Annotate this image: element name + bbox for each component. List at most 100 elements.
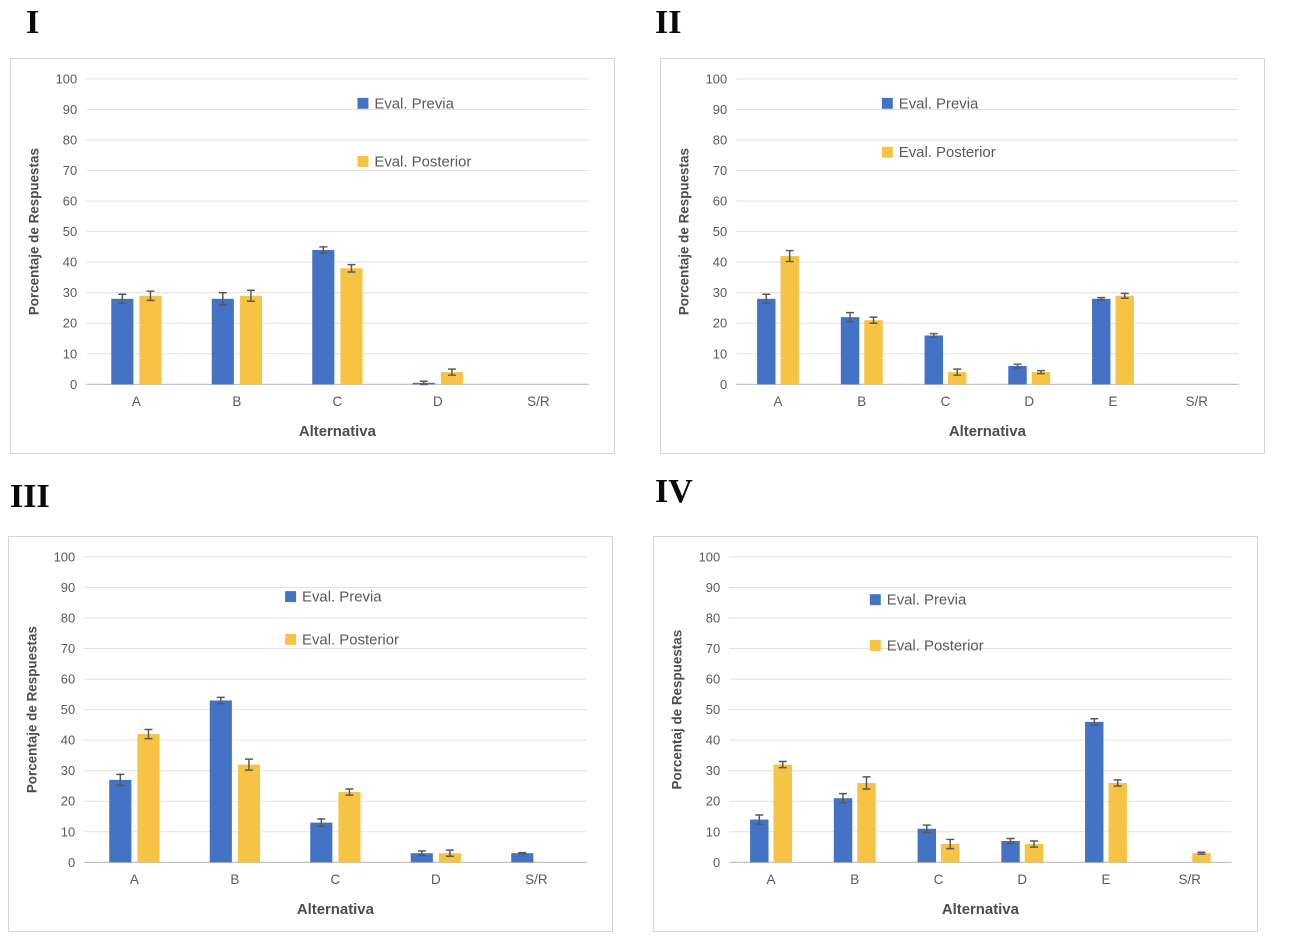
xtick-c: C — [934, 872, 944, 887]
bar-previa-b — [211, 298, 234, 385]
bar-posterior-d — [1031, 372, 1051, 385]
ytick-40: 40 — [706, 733, 720, 748]
ytick-70: 70 — [713, 163, 727, 178]
xtick-a: A — [774, 394, 783, 409]
xtick-s-r: S/R — [525, 872, 548, 887]
ytick-50: 50 — [706, 702, 720, 717]
ytick-20: 20 — [61, 794, 75, 809]
errorbar-posterior-c — [953, 368, 962, 376]
errorbar-posterior-a — [144, 728, 153, 740]
ytick-30: 30 — [706, 763, 720, 778]
ytick-10: 10 — [713, 346, 727, 361]
bar-posterior-c — [340, 268, 363, 385]
errorbar-posterior-a — [785, 249, 794, 263]
y-axis-title: Porcentaj de Respuestas — [669, 630, 684, 790]
bar-posterior-d — [440, 372, 463, 385]
legend-label-posterior: Eval. Posterior — [899, 144, 996, 161]
bar-previa-c — [312, 249, 335, 385]
errorbar-posterior-d — [1036, 369, 1045, 375]
ytick-100: 100 — [54, 549, 76, 564]
ytick-0: 0 — [68, 855, 75, 870]
ytick-90: 90 — [706, 580, 720, 595]
legend-label-posterior: Eval. Posterior — [887, 637, 984, 654]
ytick-60: 60 — [713, 194, 727, 209]
errorbar-posterior-d — [445, 849, 454, 857]
ytick-100: 100 — [699, 549, 721, 564]
legend-swatch-previa — [285, 591, 297, 603]
errorbar-previa-b — [839, 792, 848, 804]
bar-posterior-s-r — [1192, 853, 1211, 863]
errorbar-previa-e — [1090, 718, 1099, 726]
errorbar-posterior-a — [146, 290, 155, 302]
errorbar-previa-a — [755, 814, 764, 825]
panel-label-III: III — [10, 478, 50, 515]
bar-previa-b — [209, 700, 232, 863]
x-axis-title: Alternativa — [949, 423, 1027, 440]
legend-swatch-posterior — [881, 146, 893, 158]
ytick-70: 70 — [61, 641, 75, 656]
errorbar-posterior-b — [246, 289, 255, 303]
errorbar-posterior-e — [1113, 779, 1122, 787]
errorbar-posterior-e — [1120, 292, 1129, 299]
bar-posterior-a — [773, 764, 792, 863]
ytick-40: 40 — [61, 733, 75, 748]
chart-IV-svg: 0 10 20 30 40 50 60 70 80 90 100 A B C D E S/R Alternativ… — [669, 549, 1232, 918]
bar-previa-e — [1092, 298, 1111, 385]
ytick-30: 30 — [61, 763, 75, 778]
ytick-20: 20 — [713, 316, 727, 331]
xtick-c: C — [333, 394, 343, 409]
x-axis-title: Alternativa — [942, 901, 1020, 918]
chart-II: 0 10 20 30 40 50 60 70 80 90 100 A B C D E S/R Alternativ… — [660, 58, 1265, 454]
legend-label-posterior: Eval. Posterior — [302, 631, 399, 648]
bar-posterior-c — [338, 792, 361, 863]
legend-swatch-posterior — [285, 633, 297, 645]
xtick-d: D — [431, 872, 441, 887]
bar-posterior-b — [864, 320, 883, 385]
bar-previa-a — [757, 298, 776, 385]
ytick-50: 50 — [63, 224, 77, 239]
chart-I-svg: 0 10 20 30 40 50 60 70 80 90 100 A B C D S/R Alternativa… — [26, 71, 589, 440]
bar-posterior-d — [438, 853, 461, 863]
errorbar-previa-e — [1097, 296, 1106, 301]
errorbar-posterior-a — [778, 760, 787, 769]
errorbar-previa-c — [922, 824, 931, 834]
xtick-s-r: S/R — [1179, 872, 1202, 887]
bar-posterior-a — [139, 295, 162, 385]
bar-previa-a — [111, 298, 134, 385]
legend-label-previa: Eval. Previa — [887, 592, 967, 609]
errorbar-previa-a — [116, 773, 125, 787]
xtick-b: B — [850, 872, 859, 887]
xtick-d: D — [1017, 872, 1027, 887]
ytick-60: 60 — [61, 672, 75, 687]
x-axis-title: Alternativa — [297, 901, 375, 918]
ytick-80: 80 — [706, 610, 720, 625]
errorbar-posterior-b — [244, 758, 253, 771]
ytick-50: 50 — [713, 224, 727, 239]
chart-I: 0 10 20 30 40 50 60 70 80 90 100 A B C D S/R Alternativa… — [10, 58, 615, 454]
bar-previa-d — [410, 853, 433, 863]
chart-II-svg: 0 10 20 30 40 50 60 70 80 90 100 A B C D E S/R Alternativ… — [676, 71, 1239, 440]
bar-previa-c — [917, 828, 936, 863]
ytick-20: 20 — [706, 794, 720, 809]
errorbar-previa-b — [216, 696, 225, 705]
errorbar-previa-s-r — [518, 851, 527, 855]
legend-label-previa: Eval. Previa — [302, 589, 382, 606]
xtick-b: B — [230, 872, 239, 887]
errorbar-previa-d — [1006, 837, 1015, 845]
panel-label-IV: IV — [655, 473, 693, 510]
xtick-e: E — [1109, 394, 1118, 409]
xtick-b: B — [232, 394, 241, 409]
x-axis-title: Alternativa — [299, 423, 377, 440]
xtick-b: B — [857, 394, 866, 409]
xtick-d: D — [433, 394, 443, 409]
ytick-60: 60 — [63, 194, 77, 209]
ytick-90: 90 — [63, 102, 77, 117]
ytick-50: 50 — [61, 702, 75, 717]
ytick-40: 40 — [63, 255, 77, 270]
ytick-90: 90 — [713, 102, 727, 117]
bar-previa-s-r — [511, 853, 534, 863]
errorbar-previa-d — [417, 850, 426, 857]
errorbar-posterior-b — [862, 776, 871, 790]
bar-previa-c — [924, 335, 943, 385]
